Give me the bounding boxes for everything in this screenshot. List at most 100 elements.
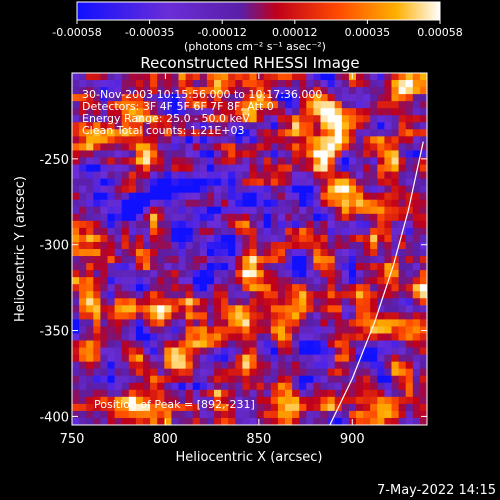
heatmap-cell (313, 333, 322, 342)
x-tick-label: 800 (153, 432, 178, 447)
heatmap-cell (363, 333, 371, 342)
heatmap-cell (306, 94, 314, 102)
heatmap-cell (370, 73, 378, 81)
heatmap-cell (128, 277, 137, 285)
heatmap-cell (114, 284, 123, 292)
heatmap-cell (313, 185, 322, 194)
heatmap-cell (214, 270, 222, 278)
heatmap-cell (356, 389, 364, 398)
heatmap-cell (391, 319, 400, 328)
heatmap-cell (249, 178, 258, 187)
heatmap-cell (299, 347, 307, 356)
heatmap-cell (100, 347, 109, 356)
heatmap-cell (327, 234, 336, 243)
heatmap-cell (363, 101, 371, 109)
heatmap-cell (292, 171, 300, 180)
heatmap-cell (143, 284, 151, 292)
heatmap-cell (320, 115, 329, 123)
heatmap-cell (320, 108, 329, 116)
heatmap-cell (93, 213, 101, 222)
heatmap-cell (128, 382, 137, 391)
heatmap-cell (199, 234, 208, 243)
heatmap-cell (341, 122, 350, 130)
heatmap-cell (100, 368, 109, 377)
heatmap-cell (285, 115, 293, 123)
heatmap-cell (164, 227, 172, 236)
heatmap-cell (356, 410, 364, 419)
heatmap-cell (334, 361, 343, 370)
heatmap-cell (100, 319, 109, 328)
heatmap-cell (327, 241, 336, 250)
heatmap-cell (356, 284, 364, 292)
heatmap-cell (150, 101, 158, 109)
heatmap-cell (86, 410, 94, 419)
heatmap-cell (348, 375, 357, 384)
heatmap-cell (206, 150, 215, 159)
heatmap-cell (178, 150, 187, 159)
heatmap-cell (178, 333, 187, 342)
heatmap-cell (320, 213, 329, 222)
heatmap-cell (228, 403, 236, 412)
heatmap-cell (377, 220, 385, 229)
heatmap-cell (263, 263, 272, 271)
heatmap-cell (306, 150, 314, 159)
heatmap-cell (270, 340, 279, 349)
heatmap-cell (277, 340, 286, 349)
heatmap-cell (384, 150, 393, 159)
heatmap-cell (270, 270, 279, 278)
heatmap-cell (121, 347, 130, 356)
heatmap-cell (391, 108, 400, 116)
heatmap-cell (285, 270, 293, 278)
heatmap-cell (313, 270, 322, 278)
heatmap-cell (412, 298, 421, 306)
heatmap-cell (221, 382, 229, 391)
heatmap-cell (135, 213, 144, 222)
heatmap-cell (249, 234, 258, 243)
heatmap-cell (313, 213, 322, 222)
heatmap-cell (263, 333, 272, 342)
heatmap-cell (242, 164, 251, 173)
heatmap-cell (320, 73, 329, 81)
heatmap-cell (285, 220, 293, 229)
heatmap-cell (178, 129, 187, 137)
heatmap-cell (391, 375, 400, 384)
heatmap-cell (199, 347, 208, 356)
heatmap-cell (277, 375, 286, 384)
heatmap-cell (348, 234, 357, 243)
heatmap-cell (256, 270, 265, 278)
heatmap-cell (270, 347, 279, 356)
heatmap-cell (363, 87, 371, 95)
heatmap-cell (356, 277, 364, 285)
heatmap-cell (171, 171, 180, 180)
heatmap-cell (270, 157, 279, 166)
heatmap-cell (277, 319, 286, 328)
heatmap-cell (256, 277, 265, 285)
heatmap-cell (242, 199, 251, 208)
heatmap-cell (263, 256, 272, 264)
heatmap-cell (100, 164, 109, 173)
heatmap-cell (157, 122, 165, 130)
heatmap-cell (285, 227, 293, 236)
heatmap-cell (320, 277, 329, 285)
heatmap-cell (391, 192, 400, 201)
heatmap-cell (86, 115, 94, 123)
heatmap-cell (121, 80, 130, 88)
heatmap-cell (313, 361, 322, 370)
heatmap-cell (334, 157, 343, 166)
heatmap-cell (405, 73, 414, 81)
heatmap-cell (228, 312, 236, 320)
heatmap-cell (270, 256, 279, 264)
heatmap-cell (206, 389, 215, 398)
heatmap-cell (377, 284, 385, 292)
heatmap-cell (256, 115, 265, 123)
colorbar-tick-label: -0.00058 (52, 26, 101, 39)
heatmap-cell (384, 347, 393, 356)
heatmap-cell (214, 326, 222, 335)
heatmap-cell (235, 178, 243, 187)
heatmap-cell (86, 340, 94, 349)
heatmap-cell (100, 241, 109, 250)
heatmap-cell (356, 241, 364, 250)
heatmap-cell (135, 80, 144, 88)
heatmap-cell (277, 213, 286, 222)
heatmap-cell (356, 108, 364, 116)
